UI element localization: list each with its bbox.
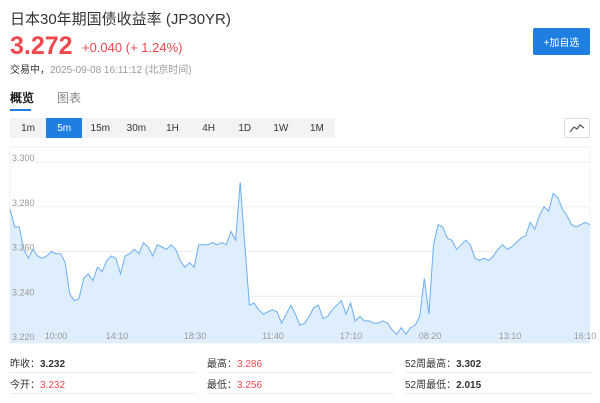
add-watchlist-button[interactable]: +加自选 (533, 28, 590, 55)
y-tick-label: 3.280 (12, 198, 35, 208)
timeframe-30m[interactable]: 30m (126, 122, 147, 134)
divider (10, 372, 197, 373)
price-chart[interactable]: 3.300 3.280 3.260 3.240 3.220 10:00 14:10 18:30… (0, 145, 600, 350)
divider (405, 372, 592, 373)
y-tick-label: 3.220 (12, 332, 35, 342)
y-tick-label: 3.260 (12, 243, 35, 253)
divider (10, 393, 197, 394)
timeframe-1m[interactable]: 1m (21, 122, 35, 134)
stat-item: 最低：3.256 (207, 376, 262, 391)
timeframe-15m[interactable]: 15m (90, 122, 110, 134)
x-tick-label: 11:40 (262, 331, 284, 341)
divider (207, 393, 394, 394)
timeframe-selector: 1m 5m 15m 30m 1H 4H 1D 1W 1M (10, 118, 335, 138)
timeframe-5m[interactable]: 5m (46, 118, 83, 138)
timeframe-1D[interactable]: 1D (238, 122, 252, 134)
stat-value: 2.015 (456, 380, 482, 391)
stat-item: 52周最低：2.015 (405, 376, 481, 391)
current-price: 3.272 (10, 32, 73, 60)
timeframe-4H[interactable]: 4H (202, 122, 215, 134)
x-tick-label: 13:10 (499, 331, 522, 341)
tab-chart[interactable]: 图表 (57, 91, 82, 105)
stat-label: 最低： (207, 380, 237, 391)
timeframe-1H[interactable]: 1H (166, 122, 179, 134)
stat-value: 3.286 (237, 359, 263, 370)
chart-type-button[interactable] (564, 118, 590, 138)
stat-value: 3.232 (40, 380, 66, 391)
stat-value: 3.232 (40, 359, 66, 370)
x-tick-label: 17:10 (340, 331, 363, 341)
line-chart-icon (569, 124, 585, 133)
stat-item: 昨收：3.232 (10, 355, 65, 370)
stat-value: 3.302 (456, 359, 482, 370)
stat-label: 昨收： (10, 359, 40, 370)
x-tick-label: 14:10 (106, 331, 129, 341)
y-tick-label: 3.300 (12, 153, 35, 163)
page-title: 日本30年期国债收益率 (JP30YR) (10, 11, 231, 28)
divider (405, 393, 592, 394)
stat-item: 52周最高：3.302 (405, 355, 481, 370)
x-tick-label: 18:30 (184, 331, 207, 341)
area-fill (10, 182, 590, 343)
stat-label: 52周最高： (405, 359, 457, 370)
tab-overview[interactable]: 概览 (10, 91, 35, 111)
price-change: +0.040 (+ 1.24%) (82, 40, 183, 55)
status-label: 交易中， (10, 65, 50, 76)
stat-label: 今开： (10, 380, 40, 391)
price-line (9, 182, 591, 336)
y-tick-label: 3.240 (12, 287, 35, 297)
stat-label: 52周最低： (405, 380, 457, 391)
trading-status: 交易中，2025-09-08 16:11:12 (北京时间) (10, 61, 192, 76)
stat-label: 最高： (207, 359, 237, 370)
stat-item: 今开：3.232 (10, 376, 65, 391)
stat-value: 3.256 (237, 380, 263, 391)
x-tick-label: 16:10 (574, 331, 597, 341)
x-tick-label: 10:00 (45, 331, 68, 341)
stat-item: 最高：3.286 (207, 355, 262, 370)
timestamp: 2025-09-08 16:11:12 (北京时间) (50, 65, 192, 76)
timeframe-1W[interactable]: 1W (273, 122, 289, 134)
x-tick-label: 08:20 (419, 331, 442, 341)
divider (207, 372, 394, 373)
timeframe-1M[interactable]: 1M (309, 122, 324, 134)
